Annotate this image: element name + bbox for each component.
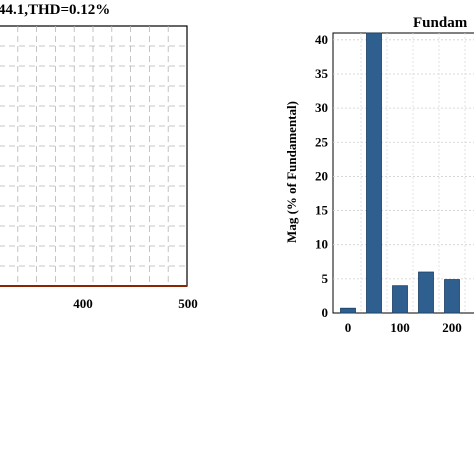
right-plot-area bbox=[332, 32, 474, 314]
right-chart: Fundam 0 5 10 15 20 25 30 35 40 0 100 200 Mag (% o… bbox=[284, 15, 474, 335]
right-y-tick-label: 10 bbox=[315, 237, 328, 252]
right-grid bbox=[333, 33, 474, 313]
right-y-tick-label: 25 bbox=[315, 134, 329, 149]
left-chart-title: 44.1,THD=0.12% bbox=[0, 2, 110, 18]
right-y-tick-label: 20 bbox=[315, 168, 328, 183]
right-y-tick-label: 35 bbox=[315, 66, 329, 81]
bar bbox=[418, 271, 434, 314]
left-x-tick-labels: 400 500 bbox=[73, 296, 198, 311]
bar bbox=[366, 32, 382, 314]
bar bbox=[444, 279, 460, 314]
right-x-tick-label: 0 bbox=[345, 320, 352, 335]
right-y-tick-label: 15 bbox=[315, 203, 329, 218]
bar bbox=[340, 307, 356, 314]
left-grid bbox=[0, 26, 187, 286]
right-x-tick-labels: 0 100 200 bbox=[345, 320, 462, 335]
right-y-tick-label: 5 bbox=[322, 271, 329, 286]
right-bars bbox=[340, 32, 460, 314]
left-x-tick-label: 500 bbox=[178, 296, 198, 311]
right-y-tick-labels: 0 5 10 15 20 25 30 35 40 bbox=[315, 32, 329, 320]
right-y-tick-label: 0 bbox=[322, 305, 329, 320]
right-chart-title: Fundam bbox=[413, 15, 468, 31]
right-y-tick-label: 30 bbox=[315, 100, 328, 115]
left-plot-area bbox=[0, 25, 188, 287]
right-y-axis-label: Mag (% of Fundamental) bbox=[284, 101, 299, 243]
right-x-tick-label: 100 bbox=[390, 320, 410, 335]
left-chart: 44.1,THD=0.12% 400 500 bbox=[0, 2, 198, 311]
left-x-tick-label: 400 bbox=[73, 296, 93, 311]
bar bbox=[392, 285, 408, 314]
right-x-tick-label: 200 bbox=[442, 320, 462, 335]
right-y-tick-label: 40 bbox=[315, 32, 328, 47]
